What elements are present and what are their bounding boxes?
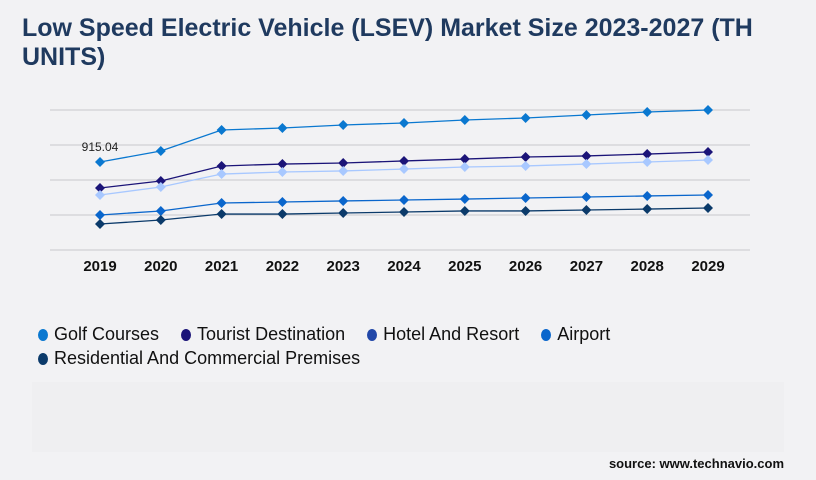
data-point	[459, 162, 470, 173]
data-point	[95, 190, 105, 200]
x-tick-label: 2025	[448, 258, 481, 275]
data-point	[338, 165, 349, 176]
legend-label: Residential And Commercial Premises	[54, 348, 361, 368]
data-point	[277, 167, 288, 178]
data-point	[399, 207, 409, 218]
data-point	[642, 157, 653, 168]
legend-marker-icon	[367, 329, 378, 341]
legend-label: Golf Courses	[54, 324, 160, 344]
data-point	[155, 175, 166, 186]
data-point	[216, 125, 227, 135]
line-chart: 2019 2020 2021 2022 2023 2024 2025 2026 2027 2028…	[50, 105, 750, 275]
x-tick-label: 2027	[570, 258, 603, 275]
data-point	[703, 190, 713, 200]
legend-item: Golf Courses	[38, 322, 159, 346]
data-point	[155, 215, 166, 225]
x-tick-label: 2023	[327, 258, 360, 275]
data-point	[338, 157, 349, 168]
data-point	[95, 219, 105, 230]
data-point	[642, 190, 653, 201]
x-tick-label: 2021	[205, 258, 238, 275]
data-point	[581, 159, 592, 170]
x-tick-label: 2028	[631, 258, 664, 275]
data-point	[338, 207, 349, 218]
data-point	[399, 164, 409, 175]
data-point	[520, 160, 531, 171]
data-point	[216, 169, 227, 180]
data-point	[703, 147, 713, 158]
data-point	[399, 155, 409, 166]
legend-marker-icon	[541, 329, 552, 341]
legend-marker-icon	[38, 329, 48, 341]
data-point	[277, 209, 288, 220]
legend-item: Airport	[541, 322, 610, 346]
data-point	[155, 205, 166, 216]
legend-label: Airport	[557, 324, 611, 344]
x-tick-label: 2029	[691, 258, 724, 275]
chart-title: Low Speed Electric Vehicle (LSEV) Market…	[22, 14, 753, 71]
data-point	[155, 145, 166, 156]
legend-label: Hotel And Resort	[383, 324, 520, 344]
legend-item: Residential And Commercial Premises	[38, 346, 360, 370]
data-point	[338, 195, 349, 206]
data-point	[642, 149, 653, 160]
data-point	[642, 204, 653, 215]
x-tick-label: 2019	[83, 258, 116, 275]
data-point	[216, 160, 227, 171]
data-point	[399, 195, 409, 205]
data-point	[399, 117, 409, 128]
data-point	[277, 122, 288, 133]
legend-marker-icon	[38, 353, 48, 365]
legend-marker-icon	[181, 329, 192, 341]
data-point	[95, 182, 105, 193]
data-point	[459, 194, 470, 205]
data-point	[581, 192, 592, 203]
data-point	[95, 210, 105, 220]
x-tick-label: 2022	[266, 258, 299, 275]
legend-item: Tourist Destination	[181, 322, 345, 346]
data-point	[520, 192, 531, 203]
data-point	[642, 107, 653, 118]
legend: Golf Courses Tourist Destination Hotel And…	[38, 322, 678, 370]
data-point	[95, 157, 105, 168]
data-point	[459, 205, 470, 216]
legend-item: Hotel And Resort	[367, 322, 519, 346]
data-point	[581, 205, 592, 215]
data-point	[216, 209, 227, 220]
x-tick-label: 2024	[387, 258, 421, 275]
background-panel	[32, 382, 784, 452]
series-line	[99, 109, 709, 163]
x-tick-label: 2026	[509, 258, 542, 275]
data-point	[277, 197, 288, 208]
data-point	[703, 155, 713, 165]
data-point	[155, 182, 166, 193]
source-text: source: www.technavio.com	[608, 456, 784, 471]
data-point	[216, 197, 227, 208]
data-point	[703, 202, 713, 213]
data-point	[459, 154, 470, 165]
data-point	[581, 110, 592, 120]
data-point	[459, 115, 470, 125]
data-point	[277, 159, 288, 170]
data-point	[703, 105, 713, 115]
legend-label: Tourist Destination	[197, 324, 346, 344]
data-point	[520, 152, 531, 163]
data-point	[581, 150, 592, 161]
x-tick-label: 2020	[144, 258, 177, 275]
data-point	[520, 205, 531, 216]
data-point	[520, 112, 531, 123]
data-label: 915.04	[82, 140, 119, 154]
data-point	[338, 120, 349, 130]
